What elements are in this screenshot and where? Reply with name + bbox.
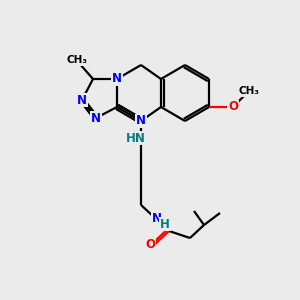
Text: CH₃: CH₃: [67, 55, 88, 65]
Text: N: N: [136, 115, 146, 128]
Text: CH₃: CH₃: [238, 86, 260, 96]
Text: HN: HN: [126, 131, 146, 145]
Text: N: N: [152, 212, 162, 224]
Text: H: H: [160, 218, 170, 230]
Text: N: N: [77, 94, 87, 106]
Text: N: N: [112, 73, 122, 85]
Text: N: N: [91, 112, 101, 124]
Text: O: O: [145, 238, 155, 250]
Text: O: O: [228, 100, 238, 113]
